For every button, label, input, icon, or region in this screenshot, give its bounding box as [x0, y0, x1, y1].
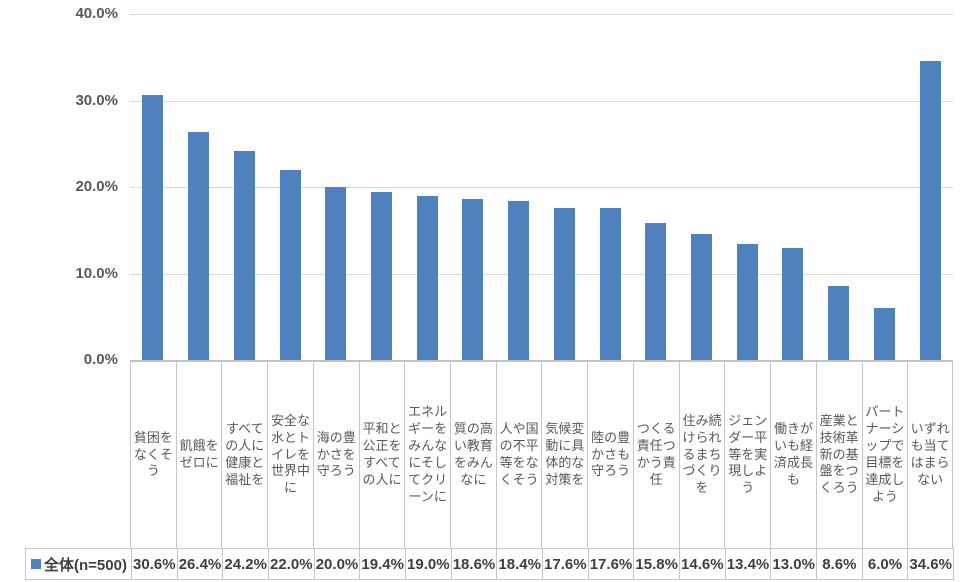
value-cell-14: 13.4%: [724, 549, 771, 579]
value-cell-15: 13.0%: [770, 549, 816, 579]
bar-slot: [313, 14, 359, 360]
category-label-4: 安全な水とトイレを世界中に: [267, 362, 313, 548]
value-cell-4: 22.0%: [268, 549, 314, 579]
bar-slot: [816, 14, 862, 360]
value-cell-2: 26.4%: [176, 549, 223, 579]
legend-cell: 全体(n=500): [26, 549, 131, 579]
value-cell-10: 17.6%: [542, 549, 588, 579]
value-cell-13: 14.6%: [679, 549, 725, 579]
bar-16: [828, 285, 850, 360]
bar-18: [919, 60, 941, 360]
value-cell-17: 6.0%: [861, 549, 908, 579]
value-cell-16: 8.6%: [816, 549, 862, 579]
bar-slot: [770, 14, 816, 360]
bar-slot: [130, 14, 176, 360]
bar-slot: [587, 14, 633, 360]
y-axis-tick-label: 10.0%: [75, 265, 118, 282]
category-label-12: つくる責任つかう責任: [632, 362, 679, 548]
gridline: [130, 187, 953, 188]
bar-slot: [496, 14, 542, 360]
y-axis-tick-label: 0.0%: [83, 351, 118, 368]
bar-6: [370, 192, 392, 360]
value-cell-7: 19.0%: [405, 549, 451, 579]
value-cell-11: 17.6%: [587, 549, 634, 579]
y-axis-tick-label: 30.0%: [75, 92, 118, 109]
value-cell-8: 18.6%: [450, 549, 497, 579]
bar-slot: [221, 14, 267, 360]
bar-slot: [176, 14, 222, 360]
value-cell-6: 19.4%: [359, 549, 405, 579]
bar-slot: [907, 14, 953, 360]
gridline: [130, 101, 953, 102]
bar-slot: [359, 14, 405, 360]
category-label-15: 働きがいも経済成長も: [770, 362, 816, 548]
bar-slot: [267, 14, 313, 360]
bar-1: [142, 95, 164, 360]
data-table: 全体(n=500) 30.6% 26.4% 24.2% 22.0% 20.0% 19.4%…: [25, 548, 954, 580]
bar-3: [233, 150, 255, 360]
category-label-area: 貧困をなくそう 飢餓をゼロに すべての人に健康と福祉を 安全な水とトイレを世界中に 海の…: [130, 361, 953, 548]
bar-slot: [679, 14, 725, 360]
category-label-3: すべての人に健康と福祉を: [221, 362, 267, 548]
bar-slot: [724, 14, 770, 360]
y-axis-tick-label: 20.0%: [75, 178, 118, 195]
bar-5: [325, 187, 347, 360]
plot-area: [130, 14, 953, 361]
category-label-5: 海の豊かさを守ろう: [312, 362, 359, 548]
bar-2: [188, 131, 210, 360]
bars-row: [130, 14, 953, 360]
bar-8: [462, 199, 484, 360]
bar-4: [279, 169, 301, 360]
bar-14: [736, 244, 758, 360]
bar-slot: [862, 14, 908, 360]
value-cell-18: 34.6%: [907, 549, 953, 579]
category-label-7: エネルギーをみんなにそしてクリーンに: [404, 362, 450, 548]
category-label-18: いずれも当てはまらない: [907, 362, 953, 548]
value-cell-3: 24.2%: [222, 549, 268, 579]
bar-9: [508, 200, 530, 360]
legend-label: 全体(n=500): [44, 556, 127, 574]
bar-slot: [404, 14, 450, 360]
category-label-6: 平和と公正をすべての人に: [358, 362, 405, 548]
y-axis-tick-label: 40.0%: [75, 5, 118, 22]
value-cell-9: 18.4%: [496, 549, 542, 579]
bar-slot: [541, 14, 587, 360]
value-cell-1: 30.6%: [131, 549, 177, 579]
bar-15: [782, 247, 804, 360]
value-cell-5: 20.0%: [313, 549, 360, 579]
bar-17: [873, 308, 895, 360]
gridline: [130, 274, 953, 275]
bar-10: [553, 207, 575, 360]
category-label-13: 住み続けられるまちづくりを: [678, 362, 725, 548]
category-label-2: 飢餓をゼロに: [175, 362, 222, 548]
gridline: [130, 14, 953, 15]
bar-slot: [633, 14, 679, 360]
bar-11: [599, 207, 621, 360]
category-label-1: 貧困をなくそう: [130, 362, 176, 548]
bar-12: [645, 223, 667, 360]
gridline: [130, 360, 953, 361]
category-label-8: 質の高い教育をみんなに: [450, 362, 496, 548]
category-label-9: 人や国の不平等をなくそう: [495, 362, 542, 548]
value-cell-12: 15.8%: [633, 549, 679, 579]
category-label-17: パートナーシップで目標を達成しよう: [861, 362, 908, 548]
category-label-10: 気候変動に具体的な対策を: [541, 362, 587, 548]
category-label-14: ジェンダー平等を実現しよう: [724, 362, 770, 548]
category-label-11: 陸の豊かさも守ろう: [587, 362, 633, 548]
category-label-16: 産業と技術革新の基盤をつくろう: [815, 362, 862, 548]
bar-7: [416, 195, 438, 360]
bar-13: [691, 233, 713, 360]
legend-key-icon: [31, 559, 41, 569]
bar-slot: [450, 14, 496, 360]
